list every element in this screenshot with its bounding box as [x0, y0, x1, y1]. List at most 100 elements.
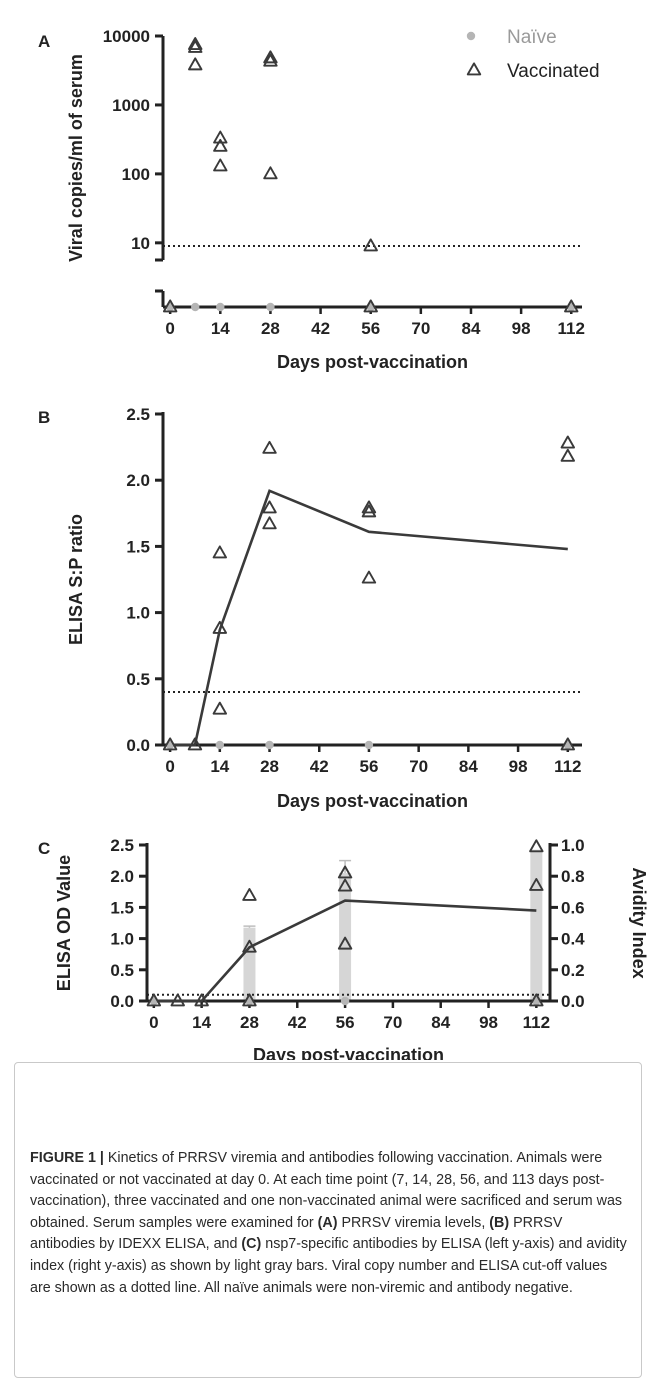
- vaccinated-point: [560, 737, 575, 751]
- vaccinated-point: [262, 516, 277, 530]
- vaccinated-point: [242, 939, 257, 953]
- vaccinated-point: [363, 299, 378, 313]
- avidity-bar: [530, 849, 543, 1001]
- caption-heading: FIGURE 1 |: [30, 1150, 104, 1166]
- naive-point: [266, 302, 275, 312]
- panel-label-c: C: [38, 839, 50, 858]
- x-axis-label: Days post-vaccination: [253, 1045, 444, 1060]
- vaccinated-point: [529, 878, 544, 891]
- panel-label-a: A: [38, 32, 50, 51]
- vaccinated-point: [262, 440, 277, 454]
- vaccinated-point: [361, 500, 377, 514]
- x-tick-label: 42: [311, 319, 330, 338]
- x-tick-label: 98: [509, 757, 528, 776]
- x-tick-label: 112: [523, 1013, 550, 1032]
- vaccinated-point: [361, 570, 377, 584]
- naive-point: [216, 302, 225, 312]
- x-tick-label: 70: [383, 1013, 402, 1032]
- vaccinated-point: [337, 865, 353, 879]
- vaccinated-point: [146, 993, 162, 1007]
- vaccinated-point: [213, 130, 228, 144]
- x-tick-label: 42: [288, 1013, 307, 1032]
- x-tick-label: 98: [479, 1013, 498, 1032]
- y-tick-label: 2.0: [126, 471, 150, 490]
- caption-text-1: Kinetics of PRRSV viremia and antibodies…: [30, 1150, 623, 1231]
- y-tick-label-left: 0.0: [110, 992, 134, 1011]
- y-tick-label: 10000: [103, 27, 150, 46]
- x-tick-label: 56: [336, 1013, 355, 1032]
- y-tick-label-left: 2.5: [110, 836, 134, 855]
- naive-point: [265, 740, 274, 750]
- vaccinated-point: [170, 993, 185, 1007]
- x-tick-label: 56: [361, 319, 380, 338]
- x-axis-label: Days post-vaccination: [277, 791, 468, 811]
- caption-text-2: PRRSV viremia levels,: [337, 1214, 490, 1231]
- y-tick-label: 10: [131, 234, 150, 253]
- naive-point: [364, 740, 374, 750]
- y-tick-label-left: 1.0: [110, 930, 134, 949]
- y-axis-label-left: ELISA OD Value: [54, 855, 74, 991]
- vaccinated-point: [560, 435, 575, 449]
- y-tick-label: 1.5: [126, 537, 150, 556]
- vaccinated-point: [212, 620, 228, 634]
- y-tick-label: 0.5: [126, 670, 150, 689]
- x-tick-label: 98: [512, 319, 531, 338]
- x-tick-label: 0: [165, 319, 174, 338]
- legend-vaccinated-label: Vaccinated: [507, 61, 600, 82]
- caption-box: [14, 1062, 642, 1378]
- legend-naive-label: Naïve: [507, 27, 557, 48]
- vaccinated-point: [529, 839, 544, 853]
- figure-charts: A 10 100 1000 10000 0 14 28 42 56 70 84 98 112 Days po…: [38, 27, 649, 1060]
- vaccinated-point: [529, 993, 544, 1007]
- x-tick-label: 14: [211, 319, 230, 338]
- vaccinated-point: [213, 158, 228, 172]
- vaccinated-point: [188, 57, 203, 71]
- vaccinated-point: [242, 887, 257, 901]
- x-tick-label: 28: [240, 1013, 259, 1032]
- x-tick-label: 70: [411, 319, 430, 338]
- vaccinated-point: [262, 500, 277, 514]
- y-tick-label: 0.0: [126, 736, 150, 755]
- y-tick-label: 1.0: [126, 604, 150, 623]
- legend-naive-marker: [466, 31, 476, 41]
- x-tick-label: 0: [165, 757, 174, 776]
- x-tick-label: 112: [554, 757, 581, 776]
- x-tick-label: 28: [260, 757, 279, 776]
- x-tick-label: 14: [192, 1013, 211, 1032]
- caption-ref-c: (C): [241, 1236, 262, 1253]
- x-tick-label: 112: [558, 319, 585, 338]
- vaccinated-point: [213, 138, 228, 152]
- x-tick-label: 84: [462, 319, 481, 338]
- naive-point: [215, 740, 225, 750]
- y-tick-label-right: 0.8: [561, 867, 585, 886]
- y-axis-label: Viral copies/ml of serum: [66, 54, 86, 262]
- y-tick-label-left: 1.5: [110, 898, 134, 917]
- vaccinated-point: [337, 936, 353, 950]
- x-tick-label: 70: [409, 757, 428, 776]
- vaccinated-point: [263, 53, 278, 67]
- mean-line: [170, 489, 568, 747]
- vaccinated-point: [194, 993, 209, 1007]
- y-tick-label-right: 0.6: [561, 898, 585, 917]
- y-tick-label-right: 1.0: [561, 836, 585, 855]
- x-tick-label: 0: [149, 1013, 158, 1032]
- y-tick-label: 100: [122, 165, 150, 184]
- y-tick-label-left: 0.5: [110, 961, 134, 980]
- vaccinated-point: [162, 299, 178, 313]
- x-tick-label: 56: [359, 757, 378, 776]
- x-tick-label: 42: [310, 757, 329, 776]
- naive-point: [340, 996, 350, 1006]
- vaccinated-point: [242, 993, 257, 1007]
- y-tick-label-right: 0.0: [561, 992, 585, 1011]
- y-tick-label: 1000: [112, 96, 150, 115]
- vaccinated-point: [162, 737, 178, 751]
- y-tick-label-left: 2.0: [110, 867, 134, 886]
- x-tick-label: 84: [459, 757, 478, 776]
- vaccinated-point: [337, 878, 353, 892]
- y-tick-label-right: 0.2: [561, 961, 585, 980]
- y-tick-label: 2.5: [126, 405, 150, 424]
- legend-vaccinated-marker: [466, 62, 482, 76]
- caption-ref-b: (B): [489, 1214, 510, 1231]
- vaccinated-point: [263, 50, 278, 64]
